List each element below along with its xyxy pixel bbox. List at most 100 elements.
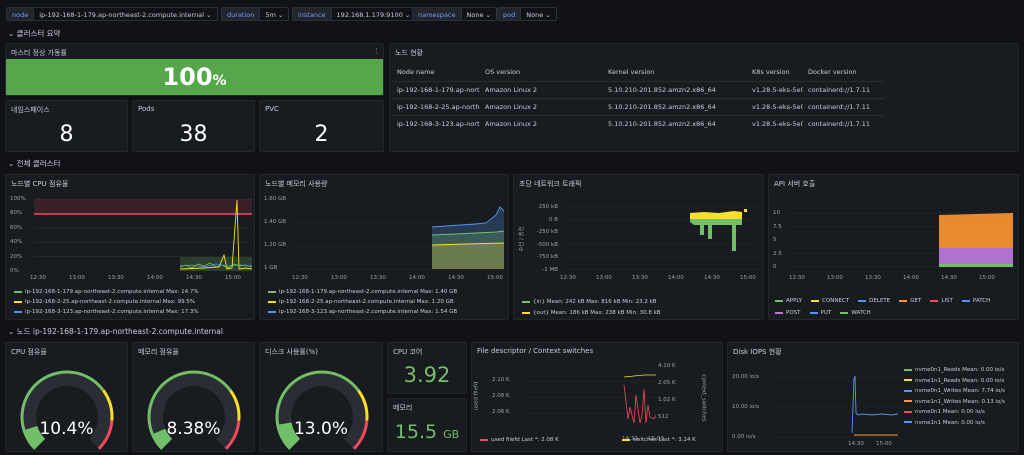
var-node[interactable]: node ip-192-168-1-179.ap-northeast-2.comp… — [6, 7, 218, 21]
axis-tick-label: -750 kB — [536, 254, 558, 260]
axis-tick-label: 100% — [10, 196, 26, 202]
var-duration[interactable]: duration 5m ⌄ — [221, 7, 290, 21]
legend-item[interactable]: nvme1n1_Writes Mean: 0.13 io/s — [904, 397, 1005, 408]
legend-item[interactable]: PATCH — [961, 295, 990, 307]
legend-item[interactable]: CONNECT — [811, 295, 849, 307]
axis-tick-label: 13:30 — [632, 275, 648, 281]
axis-tick-label: 13:00 — [69, 275, 85, 281]
axis-tick-label: 15:00 — [979, 275, 995, 281]
var-instance[interactable]: instance 192.168.1.179:9100 ⌄ — [292, 7, 417, 21]
fd-y-label-right: context_switches — [700, 374, 707, 422]
api-list-area — [939, 248, 1013, 264]
axis-tick-label: 5 — [773, 237, 777, 243]
pods-panel: Pods 38 — [132, 100, 255, 152]
gauge-threshold-red — [97, 420, 114, 450]
legend-item[interactable]: PUT — [809, 307, 832, 319]
legend-label: nvme0n1_Writes Mean: 7.74 io/s — [915, 388, 1006, 394]
node-table: Node name OS version Kernel version K8s ver… — [392, 64, 884, 132]
legend-label: APPLY — [786, 298, 803, 304]
legend-item[interactable]: {in} Mean: 242 kB Max: 816 kB Min: 23.2 … — [522, 297, 661, 308]
column-header[interactable]: Docker version — [808, 68, 857, 77]
cpu-chart — [34, 198, 252, 271]
column-header[interactable]: Kernel version — [608, 68, 655, 77]
legend-swatch — [775, 311, 783, 314]
cpu-threshold-band — [34, 199, 252, 214]
table-cell: v1.28.5-eks-5e0 — [747, 97, 803, 115]
table-cell: containerd://1.7.11 — [803, 80, 884, 98]
gauge-threshold-red — [352, 420, 369, 450]
network-in-area — [690, 211, 742, 219]
master-uptime-fill — [6, 59, 383, 95]
memory-total-panel: 메모리 15.5 GB — [387, 398, 467, 452]
legend-swatch — [930, 299, 939, 302]
axis-tick-label: 60% — [10, 224, 23, 231]
legend-swatch — [811, 299, 820, 302]
axis-tick-label: 12:30 — [292, 275, 308, 281]
legend-swatch — [840, 311, 849, 314]
namespaces-panel: 네임스페이스 8 — [5, 100, 128, 152]
legend-item[interactable]: ip-192-168-3-123.ap-northeast-2.compute.… — [268, 307, 457, 317]
axis-tick-label: 13:00 — [596, 275, 612, 281]
legend-swatch — [858, 299, 867, 302]
cpu-gauge-value: 10.4% — [39, 419, 94, 439]
column-header[interactable]: OS version — [485, 68, 521, 77]
axis-tick-label: 0% — [10, 268, 19, 274]
disk-gauge-panel: 디스크 사용률(%) 13.0% — [259, 342, 383, 452]
axis-tick-label: 10 — [773, 210, 780, 216]
axis-tick-label: 0.00 io/s — [732, 434, 756, 440]
legend-item[interactable]: nvme1n1_Reads Mean: 0.00 io/s — [904, 376, 1005, 387]
row-summary[interactable]: ⌄ 클러스터 요약 — [8, 29, 61, 38]
network-out-area — [690, 219, 742, 251]
column-header[interactable]: Node name — [397, 68, 435, 77]
menu-icon[interactable]: ⋮ — [373, 47, 380, 55]
legend-item[interactable]: POST — [775, 307, 801, 319]
legend-label: POST — [786, 310, 801, 316]
fd-series-filefd — [623, 384, 656, 424]
legend-item[interactable]: nvme1n1 Mean: 0.00 io/s — [904, 418, 1005, 429]
table-cell: ip-192-168-1-179.ap-northe — [392, 80, 480, 98]
axis-tick-label: 15:00 — [740, 275, 756, 281]
axis-tick-label: 2.08 K — [492, 393, 510, 399]
node-cpu-panel: 노드별 CPU 점유율 100% 80% 60% 40% 20% 0% 12:30 13:00… — [5, 174, 255, 320]
legend-item[interactable]: ip-192-168-1-179.ap-northeast-2.compute.… — [14, 287, 199, 297]
legend-item[interactable]: ip-192-168-3-123.ap-northeast-2.compute.… — [14, 307, 199, 317]
var-namespace[interactable]: namespace None ⌄ — [412, 7, 497, 21]
legend-item[interactable]: nvme0n1 Mean: 0.00 io/s — [904, 407, 1005, 418]
memory-area-2 — [432, 243, 504, 269]
axis-tick-label: 20% — [10, 253, 23, 260]
axis-tick-label: 14:30 — [848, 441, 864, 447]
legend-item[interactable]: ip-192-168-2-25.ap-northeast-2.compute.i… — [14, 297, 199, 307]
legend-item[interactable]: GET — [899, 295, 921, 307]
legend-label: PUT — [820, 310, 832, 316]
chevron-down-icon: ⌄ — [8, 159, 17, 168]
row-node[interactable]: ⌄ 노드 ip-192-168-1-179.ap-northeast-2.com… — [8, 327, 223, 336]
gauge-remaining — [149, 372, 239, 449]
column-header[interactable]: K8s version — [752, 68, 790, 77]
var-pod[interactable]: pod None ⌄ — [497, 7, 557, 21]
gauge-threshold-yellow — [102, 389, 114, 421]
legend-item[interactable]: APPLY — [775, 295, 802, 307]
fd-legend-switches: switches Last *: 3.14 K — [633, 437, 696, 443]
axis-tick-label: 10.00 io/s — [732, 404, 760, 410]
axis-tick-label: 13:30 — [370, 275, 386, 281]
cpu-gauge-panel: CPU 점유율 10.4% — [5, 342, 128, 452]
axis-tick-label: 20.00 io/s — [732, 374, 760, 380]
master-uptime-unit: % — [212, 73, 227, 89]
legend-item[interactable]: nvme0n1_Reads Mean: 0.00 io/s — [904, 365, 1005, 376]
legend-item[interactable]: ip-192-168-2-25.ap-northeast-2.compute.i… — [268, 297, 457, 307]
cpu-cores-panel: CPU 코어 3.92 — [387, 342, 467, 394]
legend-item[interactable]: DELETE — [858, 295, 890, 307]
legend-item[interactable]: LIST — [930, 295, 953, 307]
legend-item[interactable]: {out} Mean: 186 kB Max: 238 kB Min: 30.8… — [522, 308, 661, 319]
legend-swatch — [904, 400, 912, 402]
legend-swatch — [904, 368, 912, 371]
legend-item[interactable]: nvme0n1_Writes Mean: 7.74 io/s — [904, 386, 1005, 397]
axis-tick-label: 13:30 — [108, 275, 124, 281]
row-overall[interactable]: ⌄ 전체 클러스터 — [8, 159, 61, 168]
axis-tick-label: 14:30 — [941, 275, 957, 281]
legend-item[interactable]: ip-192-168-1-179.ap-northeast-2.compute.… — [268, 287, 457, 297]
legend-swatch — [899, 299, 908, 302]
memory-area-3 — [432, 207, 504, 269]
legend-item[interactable]: WATCH — [840, 307, 871, 319]
